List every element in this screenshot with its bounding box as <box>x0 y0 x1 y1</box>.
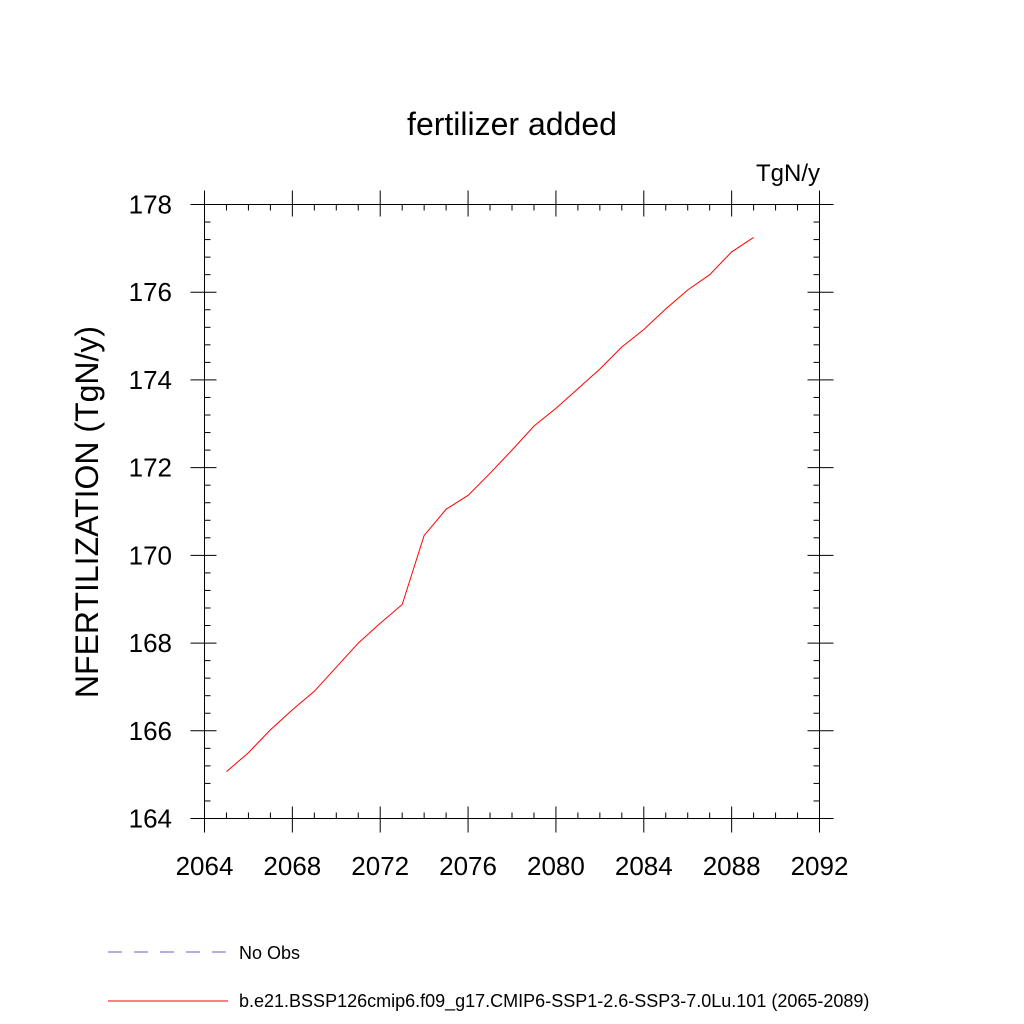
y-tick-label: 166 <box>129 716 172 746</box>
y-tick-labels: 164 166 168 170 172 174 176 178 <box>129 190 172 834</box>
series-layer <box>226 236 754 772</box>
series-line <box>226 236 754 772</box>
y-tick-label: 176 <box>129 277 172 307</box>
axis-ticks <box>190 190 834 833</box>
x-tick-labels: 2064 2068 2072 2076 2080 2084 2088 2092 <box>176 851 849 881</box>
x-tick-label: 2072 <box>351 851 409 881</box>
units-label: TgN/y <box>756 160 820 187</box>
plot-frame <box>204 204 820 819</box>
x-tick-label: 2092 <box>791 851 849 881</box>
y-tick-label: 172 <box>129 453 172 483</box>
y-tick-label: 178 <box>129 190 172 220</box>
x-tick-label: 2068 <box>263 851 321 881</box>
y-tick-label: 170 <box>129 540 172 570</box>
x-tick-label: 2076 <box>439 851 497 881</box>
y-axis-label: NFERTILIZATION (TgN/y) <box>69 326 105 698</box>
legend-label-model: b.e21.BSSP126cmip6.f09_g17.CMIP6-SSP1-2.… <box>239 991 869 1012</box>
legend: No Obs b.e21.BSSP126cmip6.f09_g17.CMIP6-… <box>108 943 869 1012</box>
chart-title: fertilizer added <box>407 106 617 142</box>
legend-label-no-obs: No Obs <box>239 943 300 963</box>
y-tick-label: 164 <box>129 804 172 834</box>
x-tick-label: 2088 <box>703 851 761 881</box>
x-tick-label: 2080 <box>527 851 585 881</box>
x-tick-label: 2064 <box>176 851 234 881</box>
y-tick-label: 168 <box>129 628 172 658</box>
y-tick-label: 174 <box>129 365 172 395</box>
x-tick-label: 2084 <box>615 851 673 881</box>
